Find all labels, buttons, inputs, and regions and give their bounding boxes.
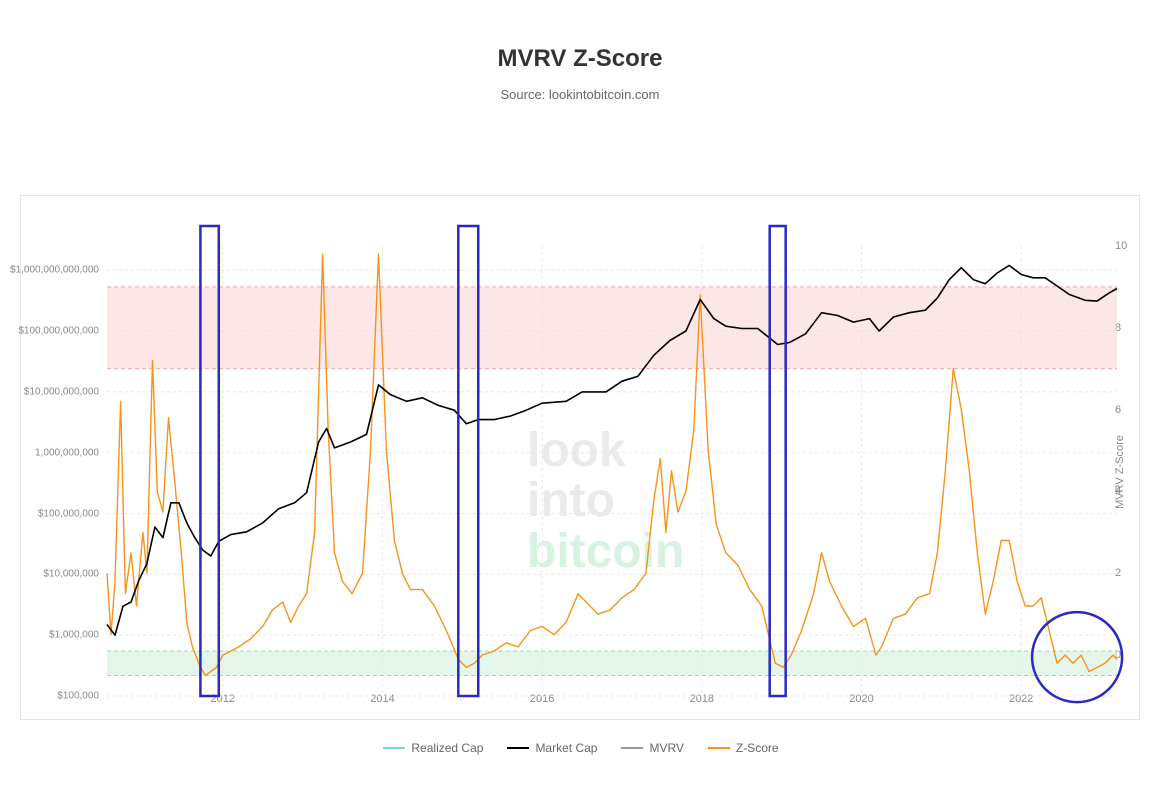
y1-tick-label: $100,000 — [57, 691, 99, 702]
chart-title: MVRV Z-Score — [0, 45, 1160, 73]
legend-label: MVRV — [649, 741, 683, 755]
y1-tick-label: 1,000,000,000 — [35, 447, 99, 458]
y1-tick-label: $100,000,000,000 — [18, 326, 99, 337]
legend-label: Realized Cap — [411, 741, 483, 755]
chart-subtitle: Source: lookintobitcoin.com — [0, 87, 1160, 102]
y1-tick-label: $10,000,000 — [43, 569, 99, 580]
y1-axis-labels: $100,000$1,000,000$10,000,000$100,000,00… — [21, 246, 103, 696]
chart-svg — [107, 246, 1117, 696]
y1-tick-label: $1,000,000 — [49, 630, 99, 641]
y1-tick-label: $100,000,000 — [38, 508, 99, 519]
legend-label: Market Cap — [535, 741, 597, 755]
legend-item[interactable]: Realized Cap — [383, 741, 483, 755]
legend-item[interactable]: MVRV — [621, 741, 683, 755]
plot-area: look into bitcoin — [107, 246, 1117, 696]
legend-item[interactable]: Market Cap — [507, 741, 597, 755]
legend-label: Z-Score — [736, 741, 779, 755]
y1-tick-label: $10,000,000,000 — [24, 386, 99, 397]
chart-container: $100,000 $1,000,000 $10,000,000 $100,000,00… — [20, 195, 1140, 720]
legend-item[interactable]: Z-Score — [708, 741, 779, 755]
y1-tick-label: $1,000,000,000,000 — [10, 265, 99, 276]
legend: Realized Cap Market Cap MVRV Z-Score — [21, 738, 1141, 755]
